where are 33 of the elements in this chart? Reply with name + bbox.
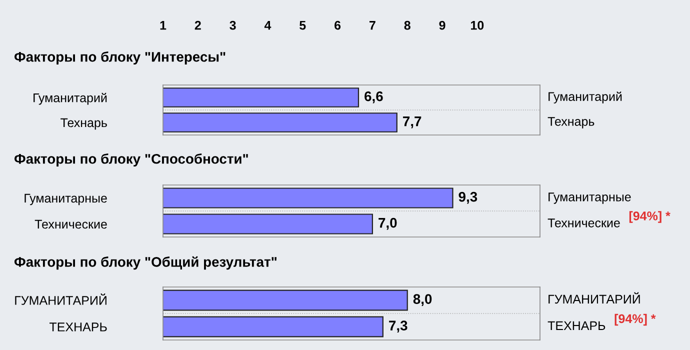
data-label: 7,3	[389, 320, 408, 332]
chart-title: Факторы по блоку "Способности"	[14, 153, 248, 167]
x-tick-label: 1	[160, 21, 166, 30]
data-label: 7,0	[378, 218, 397, 230]
y-tick-label: Технарь	[548, 117, 594, 128]
x-tick-label: 9	[439, 20, 446, 30]
x-tick-label: 5	[300, 21, 306, 30]
text: ТЕХНАРЬ	[50, 322, 107, 332]
text: Технарь	[60, 118, 107, 130]
data-label: 9,3	[458, 192, 478, 204]
y-tick-label: ТЕХНАРЬ	[548, 321, 606, 330]
text: Технические	[34, 220, 107, 229]
x-tick-label: 2	[194, 20, 201, 30]
x-tick-label: 10	[471, 20, 484, 30]
data-label: 8,0	[413, 294, 432, 306]
y-tick-label: Технические	[548, 218, 620, 228]
data-label: 7,7	[403, 116, 422, 128]
y-tick-label: ГУМАНИТАРИЙ	[548, 292, 640, 304]
chart-title: Факторы по блоку "Общий результат"	[14, 256, 277, 270]
chart-title: Факторы по блоку "Интересы"	[14, 51, 226, 65]
text: [94%] *	[614, 314, 656, 326]
text: [94%] *	[629, 211, 670, 223]
text: ГУМАНИТАРИЙ	[15, 294, 106, 305]
y-tick-label: Гуманитарий	[548, 92, 622, 104]
x-tick-label: 8	[404, 20, 410, 30]
text: Гуманитарные	[24, 194, 107, 206]
y-tick-label: Гуманитарные	[548, 192, 631, 204]
x-tick-label: 7	[370, 21, 376, 30]
data-label: 6,6	[364, 91, 383, 104]
x-tick-label: 4	[264, 21, 272, 30]
x-tick-label: 3	[230, 20, 236, 30]
x-tick-label: 6	[334, 20, 341, 30]
text: Гуманитарий	[34, 92, 107, 105]
